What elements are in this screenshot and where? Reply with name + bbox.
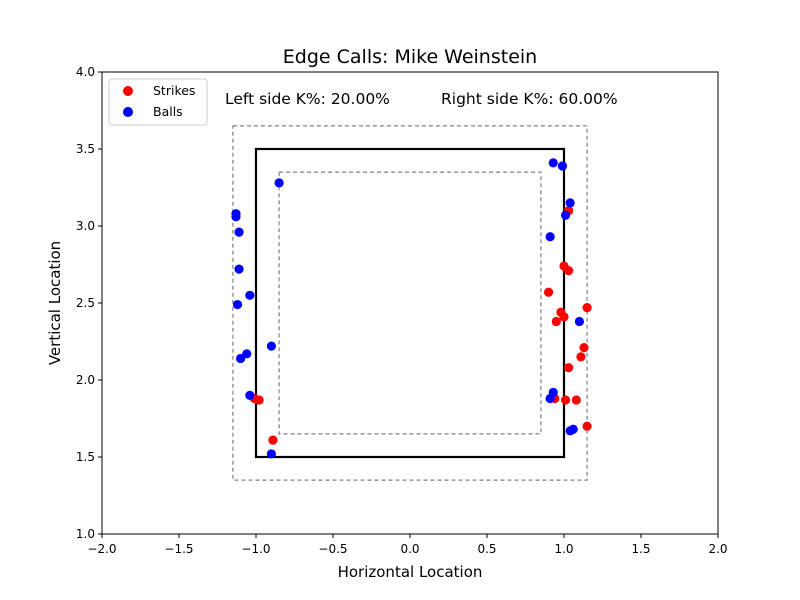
x-tick-label: 0.5 xyxy=(477,542,496,556)
legend-box xyxy=(108,78,208,126)
strike-point xyxy=(579,343,589,353)
strike-zone xyxy=(254,147,566,459)
x-tick-label: 0.0 xyxy=(400,542,419,556)
legend-label-strikes: Strikes xyxy=(153,83,195,98)
y-tick-label: 2.5 xyxy=(76,296,95,310)
points-group xyxy=(231,158,592,459)
x-axis-label: Horizontal Location xyxy=(338,563,483,581)
strike-point xyxy=(551,316,561,327)
ball-point xyxy=(565,198,575,208)
strike-point xyxy=(564,363,574,373)
chart-title: Edge Calls: Mike Weinstein xyxy=(283,46,537,68)
legend-marker-balls xyxy=(123,107,133,117)
ball-point xyxy=(236,353,246,364)
x-tick-label: −1.5 xyxy=(164,542,193,556)
zone-group xyxy=(232,125,588,481)
right-side-k-annotation: Right side K%: 60.00% xyxy=(441,90,618,108)
y-tick-label: 2.0 xyxy=(76,373,95,387)
ball-point xyxy=(266,449,276,459)
legend: Strikes Balls xyxy=(108,78,208,126)
strike-point xyxy=(559,312,569,322)
strike-point xyxy=(576,352,586,362)
legend-label-balls: Balls xyxy=(153,104,183,119)
x-axis-ticks: −2.0 −1.5 −1.0 −0.5 0.0 0.5 1.0 1.5 2.0 xyxy=(87,534,728,556)
ball-point xyxy=(545,393,555,404)
strike-point xyxy=(544,287,554,297)
y-tick-label: 3.0 xyxy=(76,219,95,233)
strike-point xyxy=(268,435,278,445)
x-tick-label: 1.0 xyxy=(554,542,573,556)
ball-point xyxy=(557,161,568,171)
strike-point xyxy=(582,421,592,431)
y-tick-label: 4.0 xyxy=(76,65,95,79)
legend-marker-strikes xyxy=(123,86,133,96)
ball-point xyxy=(560,210,571,220)
strike-point xyxy=(582,303,592,313)
ball-point xyxy=(232,299,243,310)
ball-point xyxy=(234,227,244,237)
y-tick-label: 3.5 xyxy=(76,142,95,156)
outer-zone xyxy=(232,125,588,481)
ball-point xyxy=(568,424,578,434)
ball-point xyxy=(245,290,255,300)
ball-point xyxy=(231,212,241,222)
ball-point xyxy=(274,178,284,188)
ball-point xyxy=(548,158,558,168)
strike-point xyxy=(571,395,581,405)
y-tick-label: 1.0 xyxy=(76,527,95,541)
inner-zone xyxy=(278,171,542,435)
ball-point xyxy=(245,390,255,400)
ball-point xyxy=(266,341,276,351)
x-tick-label: 2.0 xyxy=(708,542,727,556)
ball-point xyxy=(574,316,585,327)
y-axis-label: Vertical Location xyxy=(46,241,64,365)
x-tick-label: −2.0 xyxy=(87,542,116,556)
left-side-k-annotation: Left side K%: 20.00% xyxy=(225,90,390,108)
ball-point xyxy=(545,232,555,242)
ball-point xyxy=(234,264,244,274)
x-tick-label: −1.0 xyxy=(241,542,270,556)
x-tick-label: −0.5 xyxy=(318,542,347,556)
strike-point xyxy=(564,266,574,276)
x-tick-label: 1.5 xyxy=(631,542,650,556)
strike-point xyxy=(254,395,264,405)
y-tick-label: 1.5 xyxy=(76,450,95,464)
strike-point xyxy=(560,395,571,405)
y-axis-ticks: 1.0 1.5 2.0 2.5 3.0 3.5 4.0 xyxy=(76,65,102,541)
